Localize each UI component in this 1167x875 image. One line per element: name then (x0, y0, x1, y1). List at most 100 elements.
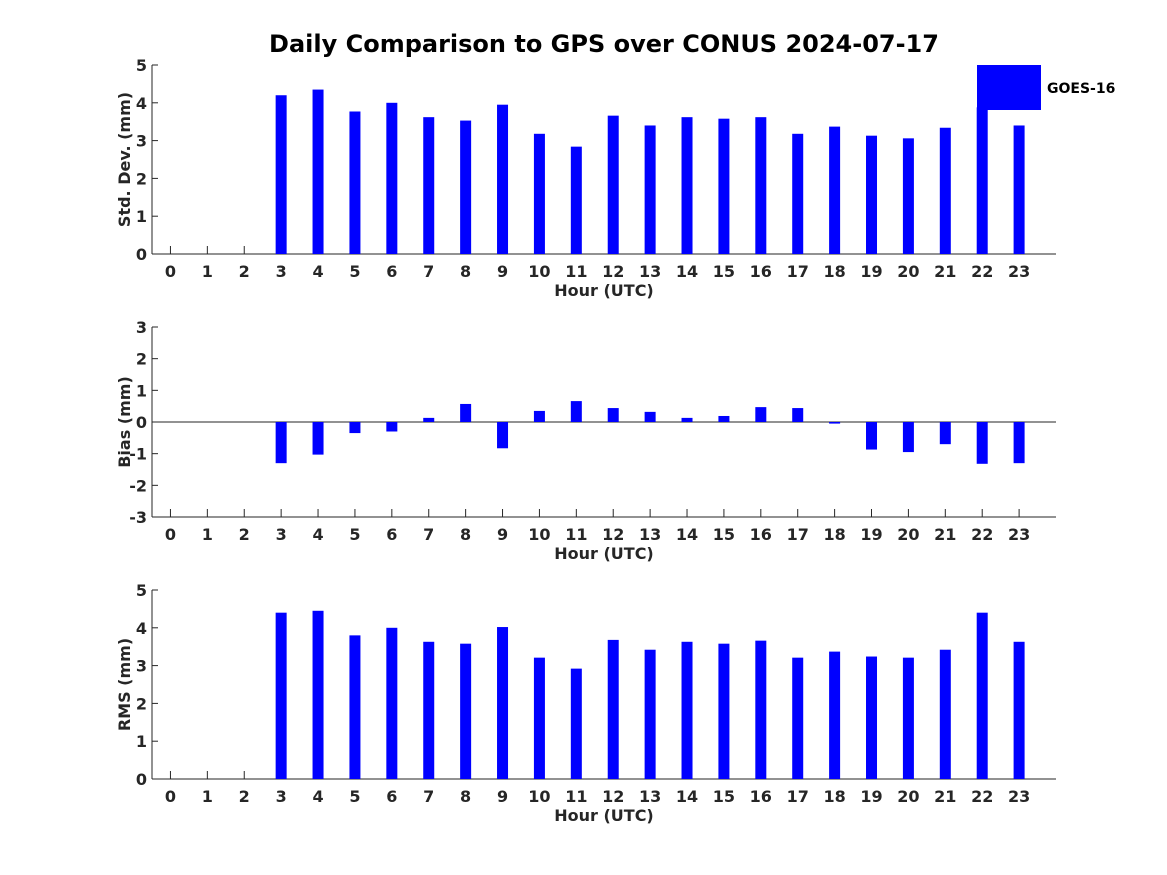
bar-hour-7 (423, 117, 435, 254)
x-tick-label: 18 (823, 262, 845, 281)
x-tick-label: 5 (349, 525, 360, 544)
x-tick-label: 3 (276, 525, 287, 544)
x-tick-label: 16 (750, 525, 772, 544)
x-tick-label: 5 (349, 787, 360, 806)
x-tick-label: 4 (312, 787, 323, 806)
x-tick-label: 9 (497, 787, 508, 806)
y-tick-label: 2 (136, 169, 147, 188)
bar-hour-5 (349, 422, 361, 434)
x-tick-label: 11 (565, 787, 587, 806)
bar-hour-4 (312, 610, 324, 779)
x-tick-label: 23 (1008, 787, 1030, 806)
y-tick-label: 3 (136, 318, 147, 337)
x-tick-label: 20 (897, 525, 919, 544)
bar-hour-14 (681, 641, 693, 779)
bar-hour-11 (570, 401, 582, 422)
x-tick-label: 20 (897, 787, 919, 806)
bar-hour-20 (902, 657, 914, 779)
y-tick-label: 1 (136, 207, 147, 226)
bar-hour-14 (681, 417, 693, 422)
x-tick-label: 19 (860, 262, 882, 281)
x-tick-label: 12 (602, 525, 624, 544)
bar-hour-11 (570, 146, 582, 254)
bar-hour-17 (792, 657, 804, 779)
x-axis-label: Hour (UTC) (554, 806, 654, 825)
bar-hour-16 (755, 407, 767, 422)
bar-hour-17 (792, 408, 804, 422)
x-tick-label: 10 (528, 525, 550, 544)
bar-hour-23 (1013, 641, 1025, 779)
x-tick-label: 11 (565, 525, 587, 544)
bar-hour-23 (1013, 422, 1025, 464)
x-tick-label: 6 (386, 525, 397, 544)
x-tick-label: 2 (239, 262, 250, 281)
x-tick-label: 8 (460, 262, 471, 281)
x-tick-label: 3 (276, 787, 287, 806)
x-tick-label: 17 (787, 525, 809, 544)
bar-hour-15 (718, 643, 730, 779)
bar-hour-22 (976, 107, 988, 254)
bar-hour-5 (349, 635, 361, 779)
legend: GOES-16 (977, 65, 1115, 110)
x-tick-label: 9 (497, 262, 508, 281)
bar-hour-10 (533, 410, 545, 422)
x-tick-label: 16 (750, 787, 772, 806)
x-tick-label: 3 (276, 262, 287, 281)
y-tick-label: 1 (136, 732, 147, 751)
figure-title: Daily Comparison to GPS over CONUS 2024-… (269, 30, 939, 58)
bar-hour-6 (386, 102, 398, 254)
bar-hour-21 (939, 422, 951, 445)
bar-hour-7 (423, 641, 435, 779)
bar-hour-8 (460, 403, 472, 422)
bar-hour-12 (607, 639, 619, 779)
x-axis-label: Hour (UTC) (554, 544, 654, 563)
x-tick-label: 6 (386, 262, 397, 281)
y-tick-label: 2 (136, 694, 147, 713)
bar-hour-15 (718, 118, 730, 255)
x-tick-label: 12 (602, 262, 624, 281)
bar-hour-6 (386, 422, 398, 432)
x-tick-label: 8 (460, 787, 471, 806)
x-tick-label: 14 (676, 525, 698, 544)
x-tick-label: 14 (676, 787, 698, 806)
x-tick-label: 6 (386, 787, 397, 806)
y-tick-label: 4 (136, 94, 147, 113)
y-tick-label: 0 (136, 413, 147, 432)
bar-hour-9 (497, 422, 509, 449)
bar-hour-10 (533, 133, 545, 254)
x-tick-label: 13 (639, 787, 661, 806)
x-tick-label: 22 (971, 525, 993, 544)
y-tick-label: 3 (136, 657, 147, 676)
legend-swatch (977, 65, 1041, 110)
x-tick-label: 22 (971, 787, 993, 806)
x-tick-label: 21 (934, 787, 956, 806)
y-axis-label: Std. Dev. (mm) (115, 92, 134, 227)
y-tick-label: 4 (136, 619, 147, 638)
x-tick-label: 15 (713, 787, 735, 806)
x-tick-label: 7 (423, 525, 434, 544)
bar-hour-9 (497, 627, 509, 779)
y-tick-label: 5 (136, 56, 147, 75)
bar-hour-15 (718, 415, 730, 422)
bar-hour-18 (829, 422, 841, 424)
x-tick-label: 7 (423, 787, 434, 806)
y-tick-label: -2 (129, 476, 147, 495)
x-tick-label: 9 (497, 525, 508, 544)
x-tick-label: 18 (823, 787, 845, 806)
x-tick-label: 2 (239, 525, 250, 544)
x-tick-label: 19 (860, 525, 882, 544)
y-tick-label: 5 (136, 581, 147, 600)
bar-hour-7 (423, 417, 435, 422)
bar-hour-21 (939, 649, 951, 779)
x-tick-label: 1 (202, 787, 213, 806)
y-tick-label: -3 (129, 508, 147, 527)
bar-hour-13 (644, 411, 656, 422)
x-tick-label: 1 (202, 525, 213, 544)
y-tick-label: 2 (136, 350, 147, 369)
bar-hour-18 (829, 126, 841, 254)
x-tick-label: 10 (528, 262, 550, 281)
bar-hour-14 (681, 117, 693, 254)
